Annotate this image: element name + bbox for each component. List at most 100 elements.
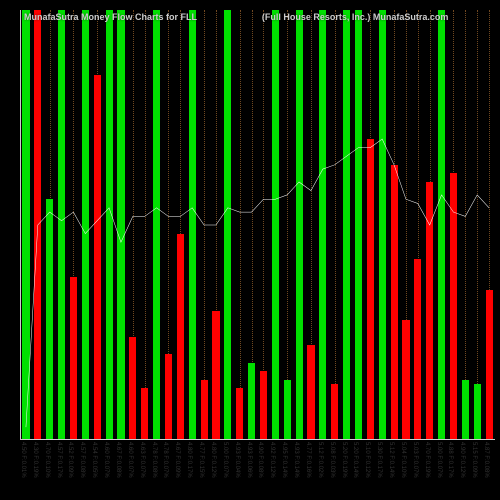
- x-label-slot: 4.95 F:0.14%: [281, 440, 293, 500]
- bar: [165, 354, 172, 440]
- x-label: 4.88 F:0.17%: [447, 442, 453, 478]
- grid-line: [477, 10, 478, 440]
- bar: [284, 380, 291, 440]
- bar-slot: [412, 10, 424, 440]
- x-label-slot: 4.67 F:0.08%: [115, 440, 127, 500]
- x-label-slot: 4.67 F:0.09%: [174, 440, 186, 500]
- x-label-slot: 4.57 F:0.08%: [79, 440, 91, 500]
- bar-slot: [341, 10, 353, 440]
- x-label: 4.87 F:0.08%: [483, 442, 489, 478]
- x-label: 5.04 F:0.10%: [400, 442, 406, 478]
- bar: [331, 384, 338, 440]
- x-label: 4.77 F:0.15%: [198, 442, 204, 478]
- x-label: 4.80 F:0.12%: [210, 442, 216, 478]
- bar: [272, 10, 279, 440]
- x-label: 4.52 F:0.09%: [67, 442, 73, 478]
- bar-slot: [186, 10, 198, 440]
- x-label: 4.80 F:0.17%: [186, 442, 192, 478]
- x-label-slot: 4.50 F:0.01%: [20, 440, 32, 500]
- bar: [177, 234, 184, 440]
- x-label-slot: 4.80 F:0.17%: [186, 440, 198, 500]
- x-label-slot: 5.03 F:0.07%: [412, 440, 424, 500]
- x-label: 4.60 F:0.07%: [103, 442, 109, 478]
- x-label-slot: 4.78 F:0.08%: [151, 440, 163, 500]
- x-label-slot: 4.93 F:0.06%: [246, 440, 258, 500]
- bar-slot: [436, 10, 448, 440]
- x-label-slot: 5.20 F:0.19%: [341, 440, 353, 500]
- x-label: 4.50 F:0.01%: [20, 442, 26, 478]
- x-label-slot: 5.30 F:0.17%: [376, 440, 388, 500]
- bar-slot: [210, 10, 222, 440]
- bar: [129, 337, 136, 440]
- x-label: 4.90 F:0.12%: [459, 442, 465, 478]
- bar: [141, 388, 148, 440]
- x-label: 4.93 F:0.04%: [234, 442, 240, 478]
- bar-slot: [459, 10, 471, 440]
- x-label-slot: 5.10 F:0.12%: [364, 440, 376, 500]
- bar-slot: [471, 10, 483, 440]
- bar: [307, 345, 314, 440]
- bar-slot: [32, 10, 44, 440]
- bar-slot: [364, 10, 376, 440]
- x-label: 5.00 F:0.07%: [436, 442, 442, 478]
- bar-slot: [388, 10, 400, 440]
- x-label-slot: 5.08 F:0.03%: [329, 440, 341, 500]
- bar-slot: [353, 10, 365, 440]
- bar: [414, 259, 421, 440]
- x-label-slot: 4.93 F:0.14%: [293, 440, 305, 500]
- bar: [296, 10, 303, 440]
- bar: [248, 363, 255, 440]
- x-label-slot: 4.30 F:0.19%: [32, 440, 44, 500]
- x-label: 4.95 F:0.14%: [281, 442, 287, 478]
- x-label: 5.00 F:0.07%: [222, 442, 228, 478]
- x-label: 4.77 F:0.16%: [305, 442, 311, 478]
- money-flow-chart: MunafaSutra Money Flow Charts for FLL (F…: [0, 0, 500, 500]
- x-label: 4.57 F:0.17%: [56, 442, 62, 478]
- bar-slot: [281, 10, 293, 440]
- x-label: 4.67 F:0.08%: [115, 442, 121, 478]
- x-label-slot: 5.12 F:0.14%: [388, 440, 400, 500]
- x-label-slot: 4.90 F:0.08%: [258, 440, 270, 500]
- bar-slot: [198, 10, 210, 440]
- bar-slot: [127, 10, 139, 440]
- bar: [402, 320, 409, 440]
- x-label: 5.12 F:0.14%: [388, 442, 394, 478]
- bar-slot: [305, 10, 317, 440]
- x-label-slot: 4.78 F:0.07%: [163, 440, 175, 500]
- bar-slot: [293, 10, 305, 440]
- bar: [224, 10, 231, 440]
- bar-slot: [151, 10, 163, 440]
- bar: [34, 10, 41, 440]
- x-label: 5.12 F:0.02%: [317, 442, 323, 478]
- grid-line: [287, 10, 288, 440]
- title-right: (Full House Resorts, Inc.) MunafaSutra.c…: [262, 12, 449, 22]
- x-label: 5.15 F:0.09%: [471, 442, 477, 478]
- bar-slot: [483, 10, 495, 440]
- x-axis: [20, 439, 495, 440]
- x-label: 4.54 F:0.05%: [91, 442, 97, 478]
- grid-line: [335, 10, 336, 440]
- x-label: 5.20 F:0.19%: [341, 442, 347, 478]
- bar-slot: [68, 10, 80, 440]
- bar: [260, 371, 267, 440]
- x-label-slot: 4.52 F:0.09%: [68, 440, 80, 500]
- bar: [426, 182, 433, 440]
- bar: [94, 75, 101, 441]
- x-label-slot: 4.90 F:0.12%: [459, 440, 471, 500]
- grid-line: [204, 10, 205, 440]
- chart-title: MunafaSutra Money Flow Charts for FLL (F…: [20, 10, 495, 24]
- bar: [106, 10, 113, 440]
- x-label-slot: 4.70 F:0.10%: [44, 440, 56, 500]
- x-label-slot: 4.88 F:0.17%: [448, 440, 460, 500]
- x-label-slot: 5.00 F:0.07%: [436, 440, 448, 500]
- x-label: 4.60 F:0.07%: [127, 442, 133, 478]
- bar: [70, 277, 77, 440]
- x-label-slot: 4.93 F:0.04%: [234, 440, 246, 500]
- bar-slot: [329, 10, 341, 440]
- x-label-slot: 4.54 F:0.05%: [91, 440, 103, 500]
- x-label: 4.93 F:0.14%: [293, 442, 299, 478]
- bar: [82, 10, 89, 440]
- x-label: 4.92 F:0.12%: [269, 442, 275, 478]
- x-label: 4.30 F:0.19%: [32, 442, 38, 478]
- bar: [438, 10, 445, 440]
